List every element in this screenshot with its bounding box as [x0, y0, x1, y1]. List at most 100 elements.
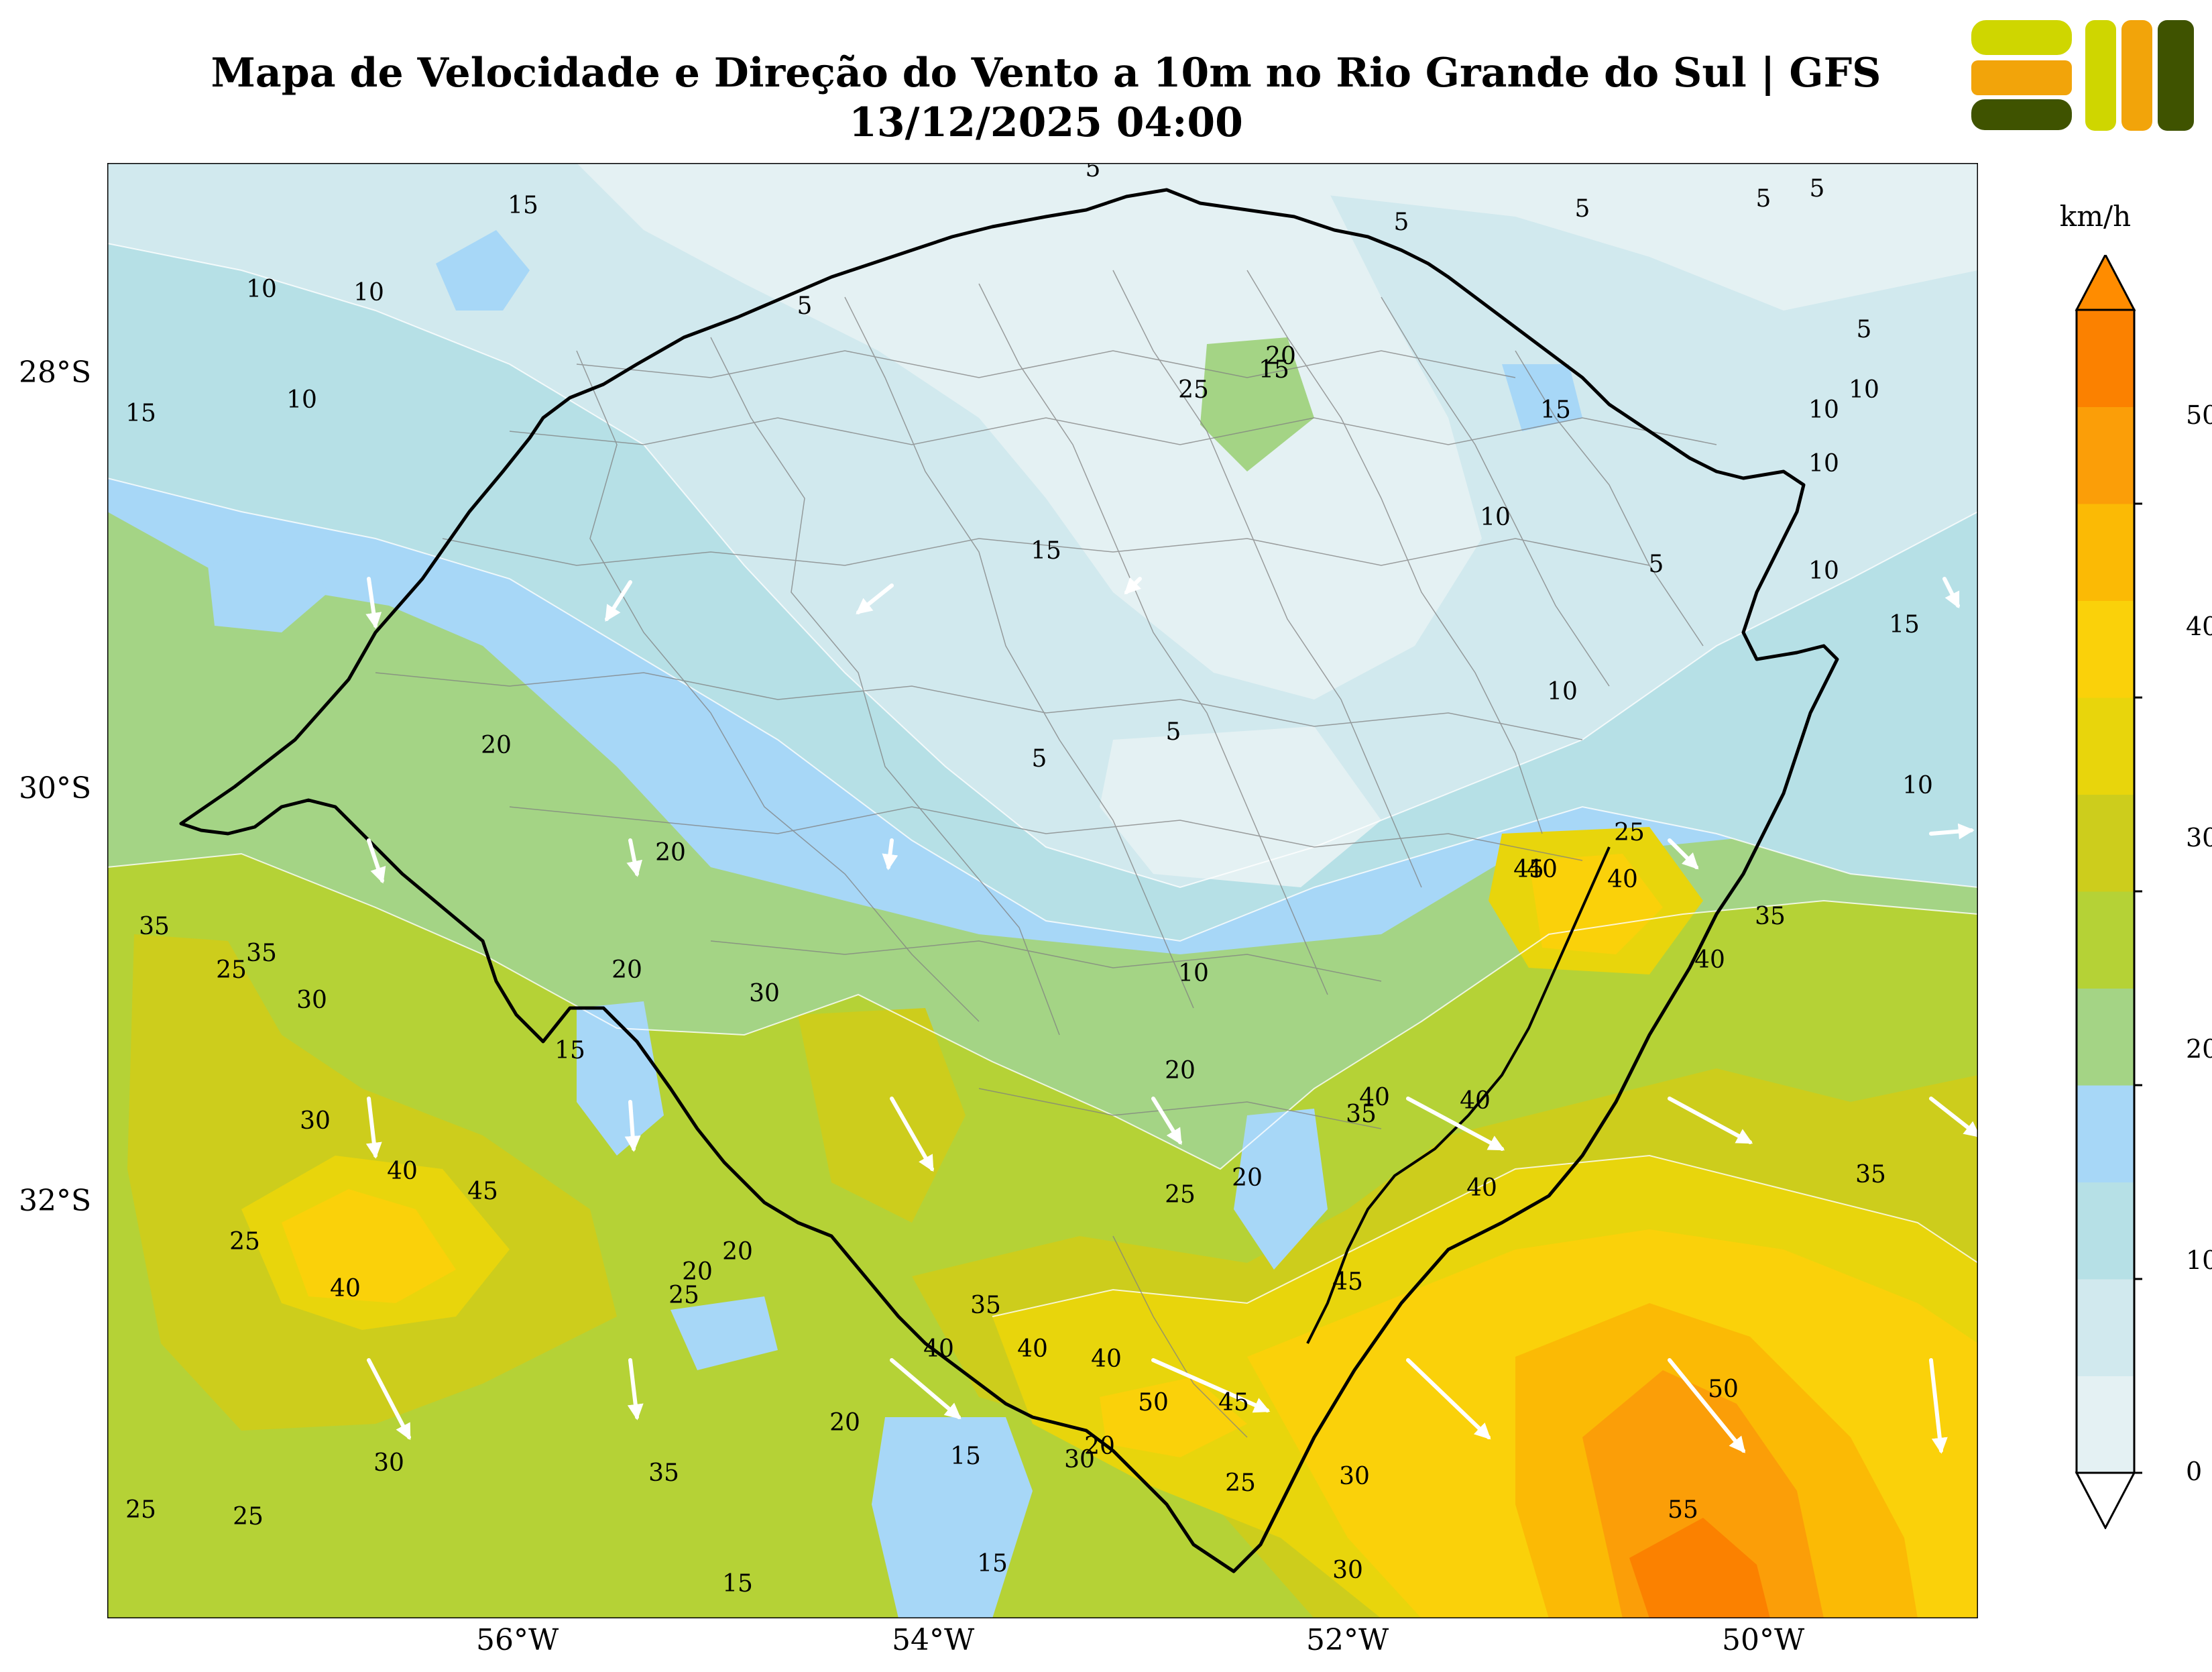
- colorbar-segment: [2077, 698, 2134, 795]
- contour-label: 35: [648, 1459, 679, 1487]
- x-tick-52w: 52°W: [1306, 1623, 1389, 1657]
- contour-label: 40: [1091, 1345, 1122, 1373]
- contour-label: 10: [1547, 678, 1578, 706]
- contour-label: 10: [286, 386, 317, 414]
- contour-label: 20: [1165, 1057, 1196, 1084]
- contour-label: 20: [1084, 1433, 1115, 1460]
- colorbar-segment: [2077, 1376, 2134, 1473]
- contour-label: 20: [829, 1409, 860, 1437]
- contour-label: 40: [1527, 856, 1558, 883]
- wind-arrows: [365, 577, 1978, 1454]
- contour-label: 10: [1808, 557, 1839, 585]
- contour-label: 15: [1259, 356, 1289, 384]
- cbar-tick-30: 30: [2186, 823, 2212, 852]
- contour-label: 30: [1332, 1557, 1363, 1584]
- contour-label: 25: [1614, 819, 1645, 846]
- contour-label: 40: [387, 1158, 418, 1185]
- contour-label: 20: [682, 1258, 713, 1286]
- x-tick-56w: 56°W: [476, 1623, 559, 1657]
- contour-label: 10: [246, 276, 277, 303]
- colorbar: [2075, 255, 2142, 1529]
- contour-label: 10: [353, 279, 384, 306]
- contour-label: 50: [1708, 1376, 1739, 1403]
- band-5-10: [107, 163, 1978, 887]
- colorbar-segment: [2077, 988, 2134, 1086]
- contour-label: 40: [1359, 1084, 1390, 1111]
- y-tick-28s: 28°S: [19, 355, 92, 390]
- cbar-tick-50: 50: [2186, 400, 2212, 430]
- colorbar-extend-min: [2075, 1471, 2136, 1529]
- contour-label: 5: [797, 292, 813, 320]
- map-title: Mapa de Velocidade e Direção do Vento a …: [107, 48, 1985, 148]
- contour-label: 5: [1575, 195, 1590, 223]
- contour-label: 20: [655, 839, 686, 867]
- contour-label: 40: [1017, 1335, 1048, 1363]
- colorbar-unit: km/h: [2059, 200, 2132, 233]
- contour-label: 45: [467, 1178, 498, 1205]
- contour-label: 20: [1232, 1164, 1263, 1192]
- contour-label: 40: [1607, 866, 1638, 893]
- contour-label: 10: [1480, 504, 1511, 531]
- contour-label: 20: [481, 732, 512, 759]
- contour-label: 15: [125, 400, 156, 427]
- x-tick-50w: 50°W: [1722, 1623, 1805, 1657]
- contour-label: 5: [1394, 209, 1409, 236]
- x-tick-54w: 54°W: [892, 1623, 975, 1657]
- cbar-tick-10: 10: [2186, 1245, 2212, 1275]
- cbar-tick-40: 40: [2186, 612, 2212, 641]
- contour-label: 20: [612, 956, 642, 984]
- colorbar-segment: [2077, 600, 2134, 698]
- contour-label: 5: [1086, 163, 1101, 182]
- contour-label: 10: [1849, 376, 1879, 404]
- contour-label: 25: [668, 1282, 699, 1309]
- contour-label: 15: [950, 1443, 981, 1470]
- contour-label: 45: [1513, 856, 1544, 883]
- band-0-5: [577, 163, 1482, 700]
- colorbar-segment: [2077, 504, 2134, 601]
- contour-label: 15: [508, 192, 538, 219]
- contour-label: 25: [229, 1228, 260, 1256]
- contour-label: 30: [749, 980, 780, 1007]
- contour-label: 10: [1178, 960, 1209, 987]
- contour-label: 40: [1460, 1087, 1491, 1115]
- colorbar-segment: [2077, 310, 2134, 407]
- contour-label: 45: [1332, 1268, 1363, 1296]
- state-border: [179, 188, 1839, 1573]
- contour-label: 35: [139, 913, 170, 940]
- contour-label: 5: [1166, 718, 1181, 746]
- contour-label: 35: [1855, 1161, 1886, 1188]
- contour-label: 35: [246, 940, 277, 967]
- contour-label: 5: [1756, 185, 1771, 213]
- title-line-2: 13/12/2025 04:00: [849, 99, 1243, 146]
- colorbar-segment: [2077, 891, 2134, 989]
- colorbar-extend-max: [2075, 255, 2136, 311]
- colorbar-segment: [2077, 1085, 2134, 1182]
- contour-label: 40: [330, 1275, 361, 1302]
- municipal-borders: [375, 270, 1717, 1438]
- contour-label: 40: [1694, 946, 1725, 974]
- lagoa-dos-patos: [1306, 846, 1611, 1344]
- contour-label: 35: [1346, 1101, 1377, 1128]
- y-tick-32s: 32°S: [19, 1184, 92, 1218]
- contour-label: 30: [1064, 1446, 1095, 1473]
- colorbar-segment: [2077, 794, 2134, 892]
- contour-label: 30: [1339, 1463, 1370, 1490]
- contour-label: 15: [1031, 537, 1061, 565]
- contour-label: 15: [722, 1570, 753, 1598]
- contour-label: 10: [1808, 396, 1839, 424]
- contour-label: 15: [977, 1550, 1008, 1577]
- contour-label: 25: [1178, 376, 1209, 404]
- contour-label: 25: [125, 1496, 156, 1524]
- contour-label: 5: [1649, 551, 1664, 578]
- contour-label: 15: [1889, 611, 1920, 638]
- contour-label: 50: [1138, 1389, 1169, 1416]
- contour-label: 20: [1265, 343, 1296, 370]
- colorbar-segment: [2077, 406, 2134, 504]
- contour-label: 25: [1165, 1181, 1196, 1209]
- contour-label: 25: [1225, 1469, 1256, 1497]
- contour-label: 30: [373, 1449, 404, 1477]
- contour-label: 45: [1218, 1389, 1249, 1416]
- colorbar-segment: [2077, 1279, 2134, 1376]
